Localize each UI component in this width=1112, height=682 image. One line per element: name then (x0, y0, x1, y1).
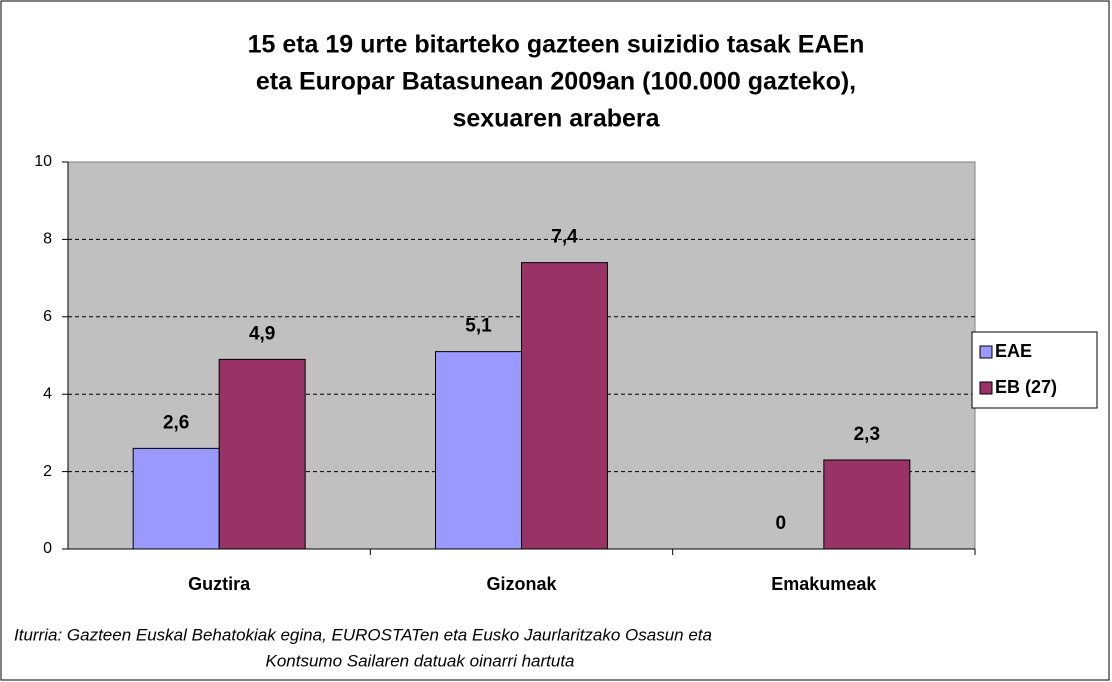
bar (435, 351, 522, 550)
chart-title: 15 eta 19 urte bitarteko gazteen suizidi… (248, 31, 865, 59)
chart-title: sexuaren arabera (452, 105, 660, 133)
bar (218, 358, 306, 550)
source-note: Kontsumo Sailaren datuak oinarri hartuta (265, 651, 574, 670)
value-label: 2,3 (854, 424, 880, 445)
y-tick-label: 4 (43, 385, 52, 402)
value-label: 0 (776, 513, 787, 534)
value-label: 2,6 (163, 412, 189, 433)
legend-box (971, 331, 1098, 409)
legend-swatch (979, 381, 993, 395)
y-tick-label: 10 (34, 153, 52, 170)
legend-swatch (979, 345, 993, 359)
y-tick-label: 8 (43, 231, 52, 248)
value-label: 4,9 (249, 323, 275, 344)
x-tick-label: Emakumeak (771, 574, 877, 594)
bar (132, 447, 220, 550)
legend-label: EB (27) (995, 377, 1057, 397)
y-tick-label: 0 (43, 540, 52, 557)
legend-label: EAE (995, 341, 1032, 361)
chart-title: eta Europar Batasunean 2009an (100.000 g… (256, 68, 856, 96)
y-tick-label: 2 (43, 463, 52, 480)
source-note: Iturria: Gazteen Euskal Behatokiak egina… (14, 625, 712, 644)
x-tick-label: Gizonak (486, 574, 557, 594)
bar (521, 262, 608, 550)
bar (823, 459, 911, 550)
y-tick-label: 6 (43, 308, 52, 325)
value-label: 5,1 (465, 316, 492, 337)
value-label: 7,4 (551, 227, 578, 248)
x-tick-label: Guztira (188, 574, 251, 594)
